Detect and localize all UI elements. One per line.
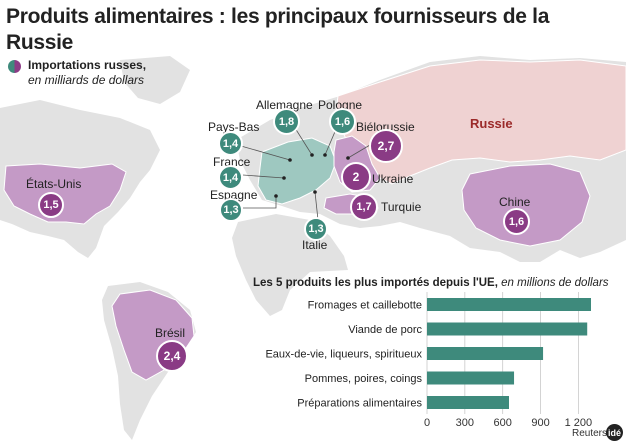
x-tick-label: 600	[494, 417, 512, 429]
connector-espagne	[243, 196, 277, 209]
usa-shape	[3, 163, 127, 225]
bubble-france: 1,4	[218, 165, 243, 190]
label-bielorussie: Biélorussie	[356, 120, 415, 134]
greenland-land	[120, 56, 190, 104]
page-title: Produits alimentaires : les principaux f…	[6, 5, 550, 54]
bubble-bielorussie: 2,7	[369, 129, 403, 163]
legend-line-2: en milliards de dollars	[28, 73, 145, 87]
russia-label: Russie	[470, 116, 513, 131]
bar	[427, 371, 515, 385]
label-italie: Italie	[302, 238, 328, 252]
category-label: Eaux-de-vie, liqueurs, spiritueux	[265, 349, 422, 361]
bubble-ukraine: 2	[341, 162, 371, 192]
europe-shape	[257, 137, 337, 205]
china-shape	[461, 163, 591, 247]
chart-title-unit: en millions de dollars	[501, 277, 609, 289]
label-etats-unis: États-Unis	[26, 177, 82, 191]
category-label: Préparations alimentaires	[297, 398, 422, 410]
bubble-pays-bas: 1,4	[218, 131, 243, 156]
label-espagne: Espagne	[210, 188, 258, 202]
bubble-turquie: 1,7	[350, 193, 378, 221]
chart-title: Les 5 produits les plus importés depuis …	[253, 277, 609, 289]
label-chine: Chine	[499, 195, 531, 209]
bar	[427, 298, 591, 311]
x-tick-label: 300	[456, 417, 474, 429]
label-allemagne: Allemagne	[256, 98, 313, 112]
chart-title-main: Les 5 produits les plus importés depuis …	[253, 277, 498, 289]
connector-france	[242, 174, 285, 179]
category-label: Viande de porc	[348, 324, 422, 336]
label-pologne: Pologne	[318, 98, 363, 112]
x-tick-label: 1 200	[565, 417, 593, 429]
x-tick-label: 900	[531, 417, 549, 429]
label-bresil: Brésil	[155, 326, 186, 340]
bar	[427, 347, 544, 360]
label-ukraine: Ukraine	[372, 172, 414, 186]
connector-italie	[314, 191, 319, 221]
bar	[427, 396, 509, 409]
legend-line-1: Importations russes,	[28, 58, 147, 72]
bubble-allemagne: 1,8	[273, 108, 300, 135]
bubble-pologne: 1,6	[329, 108, 356, 135]
bar	[427, 322, 588, 336]
label-france: France	[213, 155, 251, 169]
legend-swatch-icon	[8, 60, 21, 73]
bubble-etats-unis: 1,5	[38, 192, 64, 218]
bubble-italie: 1,3	[304, 217, 328, 241]
connector-bielorussie	[347, 144, 371, 159]
bubble-espagne: 1,3	[219, 198, 243, 222]
category-label: Fromages et caillebotte	[308, 300, 422, 312]
bar-chart: 0 300 600 900 1 200 Fromages et caillebotte Vi…	[265, 292, 593, 429]
label-turquie: Turquie	[381, 200, 422, 214]
label-pays-bas: Pays-Bas	[208, 120, 260, 134]
connector-pays-bas	[240, 145, 291, 161]
category-label: Pommes, poires, coings	[305, 373, 423, 385]
ide-logo-icon: idé	[606, 424, 623, 441]
x-tick-label: 0	[424, 417, 430, 429]
bubble-chine: 1,6	[503, 208, 530, 235]
bubble-bresil: 2,4	[156, 340, 188, 372]
source-credit: Reuters	[572, 428, 608, 439]
